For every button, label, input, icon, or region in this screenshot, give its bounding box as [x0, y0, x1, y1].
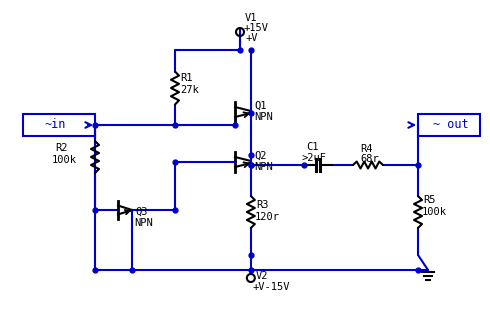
Text: R1: R1	[180, 73, 193, 83]
Text: Q1: Q1	[255, 101, 268, 111]
Text: R4: R4	[360, 144, 372, 154]
Text: +V: +V	[245, 33, 258, 43]
FancyBboxPatch shape	[418, 114, 480, 136]
FancyBboxPatch shape	[23, 114, 95, 136]
Text: 27k: 27k	[180, 85, 199, 95]
Text: NPN: NPN	[254, 112, 272, 122]
Text: 100k: 100k	[52, 155, 77, 165]
Text: C1: C1	[306, 142, 318, 152]
Text: R2: R2	[55, 143, 68, 153]
Text: 120r: 120r	[255, 212, 280, 222]
Text: Q3: Q3	[136, 207, 148, 217]
Text: V1: V1	[245, 13, 258, 23]
Text: R3: R3	[256, 200, 269, 210]
Text: NPN: NPN	[254, 162, 272, 172]
Text: ~ out: ~ out	[433, 118, 469, 131]
Text: 68r: 68r	[360, 154, 379, 164]
Text: R5: R5	[423, 195, 436, 205]
Text: V2: V2	[256, 271, 269, 281]
Text: NPN: NPN	[135, 218, 153, 228]
Text: 100k: 100k	[422, 207, 447, 217]
Text: ~in: ~in	[44, 118, 66, 131]
Text: +15V: +15V	[243, 23, 268, 33]
Text: +V-15V: +V-15V	[253, 282, 291, 292]
Text: >2uF: >2uF	[301, 153, 326, 163]
Text: Q2: Q2	[255, 151, 268, 161]
